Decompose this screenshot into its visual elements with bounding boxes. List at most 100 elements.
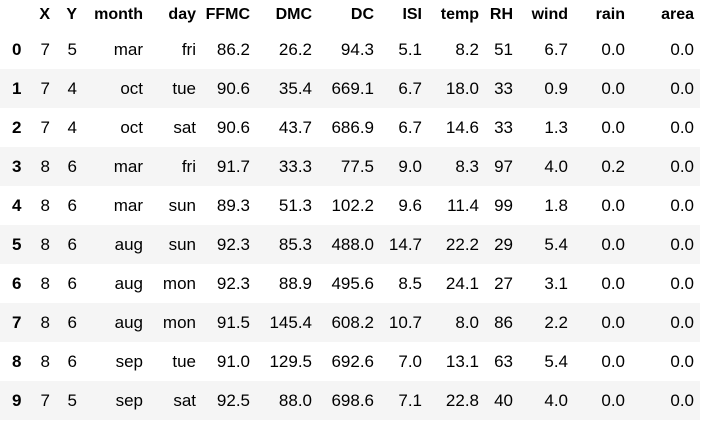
cell-ffmc: 89.3 (216, 195, 250, 215)
cell-x: 7 (40, 117, 50, 137)
row-index: 2 (12, 117, 22, 137)
cell-dmc: 129.5 (269, 351, 312, 371)
cell-y: 6 (67, 234, 77, 254)
cell-month: mar (113, 156, 143, 176)
cell-rh: 97 (494, 156, 513, 176)
cell-area: 0.0 (670, 234, 694, 254)
table-row: 3 8 6 mar fri 91.7 33.3 77.5 9.0 8.3 97 4.0 0.2 0.0 (0, 147, 700, 186)
cell-x: 7 (40, 78, 50, 98)
cell-rain: 0.0 (601, 390, 625, 410)
cell-wind: 0.9 (544, 78, 568, 98)
cell-isi: 10.7 (388, 312, 422, 332)
cell-y: 4 (67, 78, 77, 98)
cell-dmc: 51.3 (278, 195, 312, 215)
cell-y: 6 (67, 273, 77, 293)
cell-dc: 608.2 (331, 312, 374, 332)
cell-dc: 692.6 (331, 351, 374, 371)
table-row: 4 8 6 mar sun 89.3 51.3 102.2 9.6 11.4 99 1.8 0.0 0.0 (0, 186, 700, 225)
cell-month: aug (114, 273, 143, 293)
cell-y: 6 (67, 312, 77, 332)
column-header-ffmc: FFMC (205, 6, 250, 23)
cell-wind: 3.1 (544, 273, 568, 293)
cell-isi: 9.0 (398, 156, 422, 176)
column-header-temp: temp (440, 6, 479, 23)
cell-temp: 13.1 (445, 351, 479, 371)
cell-ffmc: 92.5 (216, 390, 250, 410)
cell-rh: 99 (494, 195, 513, 215)
table-row: 5 8 6 aug sun 92.3 85.3 488.0 14.7 22.2 29 5.4 0.0 0.… (0, 225, 700, 264)
table-row: 1 7 4 oct tue 90.6 35.4 669.1 6.7 18.0 33 0.9 0.0 0.0 (0, 69, 700, 108)
cell-month: mar (113, 195, 143, 215)
cell-month: sep (115, 351, 143, 371)
cell-area: 0.0 (670, 39, 694, 59)
cell-rh: 29 (494, 234, 513, 254)
cell-y: 6 (67, 195, 77, 215)
cell-dmc: 26.2 (278, 39, 312, 59)
cell-isi: 8.5 (398, 273, 422, 293)
cell-isi: 6.7 (398, 117, 422, 137)
cell-dmc: 43.7 (278, 117, 312, 137)
cell-dc: 77.5 (340, 156, 374, 176)
cell-rh: 86 (494, 312, 513, 332)
row-index: 9 (12, 390, 22, 410)
cell-ffmc: 91.7 (216, 156, 250, 176)
cell-area: 0.0 (670, 351, 694, 371)
table-row: 2 7 4 oct sat 90.6 43.7 686.9 6.7 14.6 33 1.3 0.0 0.0 (0, 108, 700, 147)
cell-area: 0.0 (670, 117, 694, 137)
row-index: 3 (12, 156, 22, 176)
cell-area: 0.0 (670, 390, 694, 410)
cell-dc: 488.0 (331, 234, 374, 254)
cell-dc: 102.2 (331, 195, 374, 215)
cell-wind: 1.3 (544, 117, 568, 137)
cell-wind: 4.0 (544, 156, 568, 176)
cell-x: 8 (40, 351, 50, 371)
cell-temp: 18.0 (445, 78, 479, 98)
column-header-area: area (661, 6, 694, 23)
cell-month: oct (120, 78, 143, 98)
cell-dmc: 145.4 (269, 312, 312, 332)
cell-wind: 2.2 (544, 312, 568, 332)
cell-rain: 0.0 (601, 78, 625, 98)
table-body: 0 7 5 mar fri 86.2 26.2 94.3 5.1 8.2 51 6.7 0.0 0.0 1 7… (0, 30, 700, 420)
cell-rh: 27 (494, 273, 513, 293)
cell-temp: 8.3 (455, 156, 479, 176)
cell-x: 8 (40, 195, 50, 215)
column-header-rh: RH (489, 6, 513, 23)
cell-temp: 22.2 (445, 234, 479, 254)
cell-x: 7 (40, 390, 50, 410)
table-row: 7 8 6 aug mon 91.5 145.4 608.2 10.7 8.0 86 2.2 0.0 0.… (0, 303, 700, 342)
cell-wind: 6.7 (544, 39, 568, 59)
cell-rain: 0.0 (601, 312, 625, 332)
cell-x: 8 (40, 156, 50, 176)
cell-temp: 8.0 (455, 312, 479, 332)
column-header-day: day (168, 6, 196, 23)
cell-rh: 33 (494, 78, 513, 98)
cell-dc: 495.6 (331, 273, 374, 293)
cell-temp: 22.8 (445, 390, 479, 410)
cell-isi: 5.1 (398, 39, 422, 59)
cell-ffmc: 92.3 (216, 234, 250, 254)
cell-ffmc: 90.6 (216, 78, 250, 98)
table-row: 8 8 6 sep tue 91.0 129.5 692.6 7.0 13.1 63 5.4 0.0 0.… (0, 342, 700, 381)
column-header-rain: rain (595, 6, 625, 23)
cell-day: sat (173, 390, 196, 410)
cell-rain: 0.0 (601, 195, 625, 215)
cell-rain: 0.0 (601, 351, 625, 371)
cell-day: sat (173, 117, 196, 137)
column-header-wind: wind (531, 6, 568, 23)
cell-x: 8 (40, 273, 50, 293)
column-header-isi: ISI (402, 6, 422, 23)
cell-temp: 14.6 (445, 117, 479, 137)
cell-rh: 63 (494, 351, 513, 371)
cell-day: tue (172, 78, 196, 98)
cell-dc: 698.6 (331, 390, 374, 410)
cell-day: fri (181, 156, 196, 176)
cell-temp: 24.1 (445, 273, 479, 293)
cell-rain: 0.0 (601, 273, 625, 293)
cell-month: aug (114, 312, 143, 332)
column-header-x: X (39, 6, 50, 23)
cell-isi: 7.0 (398, 351, 422, 371)
